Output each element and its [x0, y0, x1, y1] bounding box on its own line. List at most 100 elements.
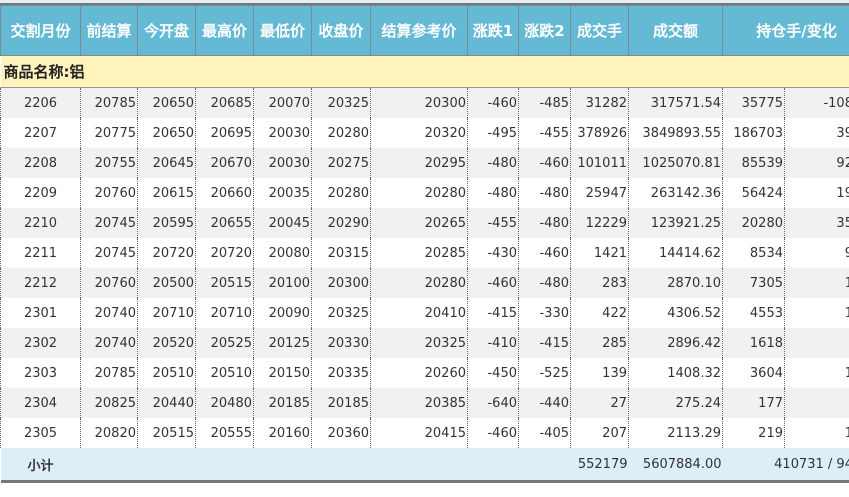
table-cell: 3574	[783, 208, 849, 238]
table-cell: 1977	[783, 178, 849, 208]
table-cell: 20090	[253, 298, 312, 328]
table-cell: -415	[467, 298, 519, 328]
table-cell: 20695	[195, 118, 254, 148]
table-row[interactable]: 2206 20785 20650 20685 20070 20325 20300 -460 -4…	[0, 87, 849, 118]
table-cell: -410	[467, 328, 519, 358]
column-header[interactable]: 今开盘	[137, 5, 196, 56]
table-cell: 25947	[570, 178, 629, 208]
table-cell: 20185	[311, 388, 371, 418]
table-cell: 20125	[253, 328, 312, 358]
table-cell: 2896.42	[628, 328, 723, 358]
table-row[interactable]: 2304 20825 20440 20480 20185 20185 20385 -640 -4…	[0, 388, 849, 418]
table-cell: 20385	[370, 388, 468, 418]
table-cell: 20760	[80, 268, 138, 298]
table-cell: 20280	[311, 178, 371, 208]
table-cell: 2206	[0, 87, 81, 118]
table-cell: 378926	[570, 118, 629, 148]
table-cell: 139	[570, 358, 629, 388]
table-cell: -495	[467, 118, 519, 148]
table-row[interactable]: 2210 20745 20595 20655 20045 20290 20265 -455 -4…	[0, 208, 849, 238]
table-cell: 20785	[80, 87, 138, 118]
table-cell: 105	[783, 298, 849, 328]
table-cell: 20740	[80, 328, 138, 358]
table-cell: 20100	[253, 268, 312, 298]
table-cell: 8534	[722, 238, 785, 268]
table-cell: 20045	[253, 208, 312, 238]
table-cell: 20325	[311, 87, 371, 118]
table-cell: 1408.32	[628, 358, 723, 388]
table-cell: -440	[518, 388, 571, 418]
table-cell: 2302	[0, 328, 81, 358]
table-cell: 120	[783, 358, 849, 388]
table-cell: 20670	[195, 148, 254, 178]
table-cell: -330	[518, 298, 571, 328]
table-cell: 207	[570, 418, 629, 448]
table-cell: 20740	[80, 298, 138, 328]
table-cell: 20520	[137, 328, 196, 358]
table-cell: 20510	[137, 358, 196, 388]
column-header[interactable]: 涨跌2	[518, 5, 571, 56]
column-header[interactable]: 成交额	[628, 5, 723, 56]
column-header[interactable]: 成交手	[570, 5, 629, 56]
column-header[interactable]: 结算参考价	[370, 5, 468, 56]
table-cell: 2207	[0, 118, 81, 148]
column-header[interactable]: 持仓手/变化	[721, 5, 849, 56]
table-cell: 20500	[137, 268, 196, 298]
table-cell: -480	[518, 178, 571, 208]
table-cell: -460	[467, 418, 519, 448]
table-cell: 3999	[783, 118, 849, 148]
table-cell: -455	[518, 118, 571, 148]
table-row[interactable]: 2209 20760 20615 20660 20035 20280 20280 -480 -4…	[0, 178, 849, 208]
table-row[interactable]: 2211 20745 20720 20720 20080 20315 20285 -430 -4…	[0, 238, 849, 268]
column-header[interactable]: 最低价	[253, 5, 312, 56]
table-cell: 4553	[722, 298, 785, 328]
column-header[interactable]: 最高价	[195, 5, 254, 56]
table-cell: 422	[570, 298, 629, 328]
table-cell: 275.24	[628, 388, 723, 418]
table-cell: 20660	[195, 178, 254, 208]
table-cell: 2301	[0, 298, 81, 328]
table-row[interactable]: 2302 20740 20520 20525 20125 20330 20325 -410 -4…	[0, 328, 849, 358]
table-cell: 20260	[370, 358, 468, 388]
table-row[interactable]: 2207 20775 20650 20695 20030 20280 20320 -495 -4…	[0, 118, 849, 148]
table-cell: 20440	[137, 388, 196, 418]
column-header[interactable]: 收盘价	[311, 5, 371, 56]
table-cell: 20510	[195, 358, 254, 388]
table-cell: 186703	[722, 118, 785, 148]
table-cell: 20070	[253, 87, 312, 118]
table-row[interactable]: 2301 20740 20710 20710 20090 20325 20410 -415 -3…	[0, 298, 849, 328]
table-cell: 20615	[137, 178, 196, 208]
table-row[interactable]: 2212 20760 20500 20515 20100 20300 20280 -460 -4…	[0, 268, 849, 298]
table-cell: 20150	[253, 358, 312, 388]
table-row[interactable]: 2208 20755 20645 20670 20030 20275 20295 -480 -4…	[0, 148, 849, 178]
column-header[interactable]: 涨跌1	[467, 5, 519, 56]
table-row[interactable]: 2303 20785 20510 20510 20150 20335 20260 -450 -5…	[0, 358, 849, 388]
table-cell: 12229	[570, 208, 629, 238]
top-strip	[0, 0, 849, 5]
column-header[interactable]: 交割月份	[0, 5, 81, 56]
table-cell: -405	[518, 418, 571, 448]
table-cell: 20710	[195, 298, 254, 328]
table-cell: 1421	[570, 238, 629, 268]
table-cell: 2113.29	[628, 418, 723, 448]
table-cell: 20650	[137, 87, 196, 118]
table-cell: -480	[467, 178, 519, 208]
table-cell: 120	[783, 268, 849, 298]
table-cell: 1025070.81	[628, 148, 723, 178]
table-cell: 20265	[370, 208, 468, 238]
table-cell: 2210	[0, 208, 81, 238]
table-cell: 20300	[370, 87, 468, 118]
summary-label: 小计	[0, 448, 81, 483]
table-cell: 20300	[311, 268, 371, 298]
table-cell: 20280	[370, 268, 468, 298]
table-cell: 20825	[80, 388, 138, 418]
table-cell: -480	[467, 148, 519, 178]
table-cell: 20325	[370, 328, 468, 358]
table-cell: 20760	[80, 178, 138, 208]
table-row[interactable]: 2305 20820 20515 20555 20160 20360 20415 -460 -4…	[0, 418, 849, 448]
table-cell: 20555	[195, 418, 254, 448]
table-cell: 20360	[311, 418, 371, 448]
table-cell: -480	[518, 208, 571, 238]
table-cell: 20320	[370, 118, 468, 148]
column-header[interactable]: 前结算	[80, 5, 138, 56]
